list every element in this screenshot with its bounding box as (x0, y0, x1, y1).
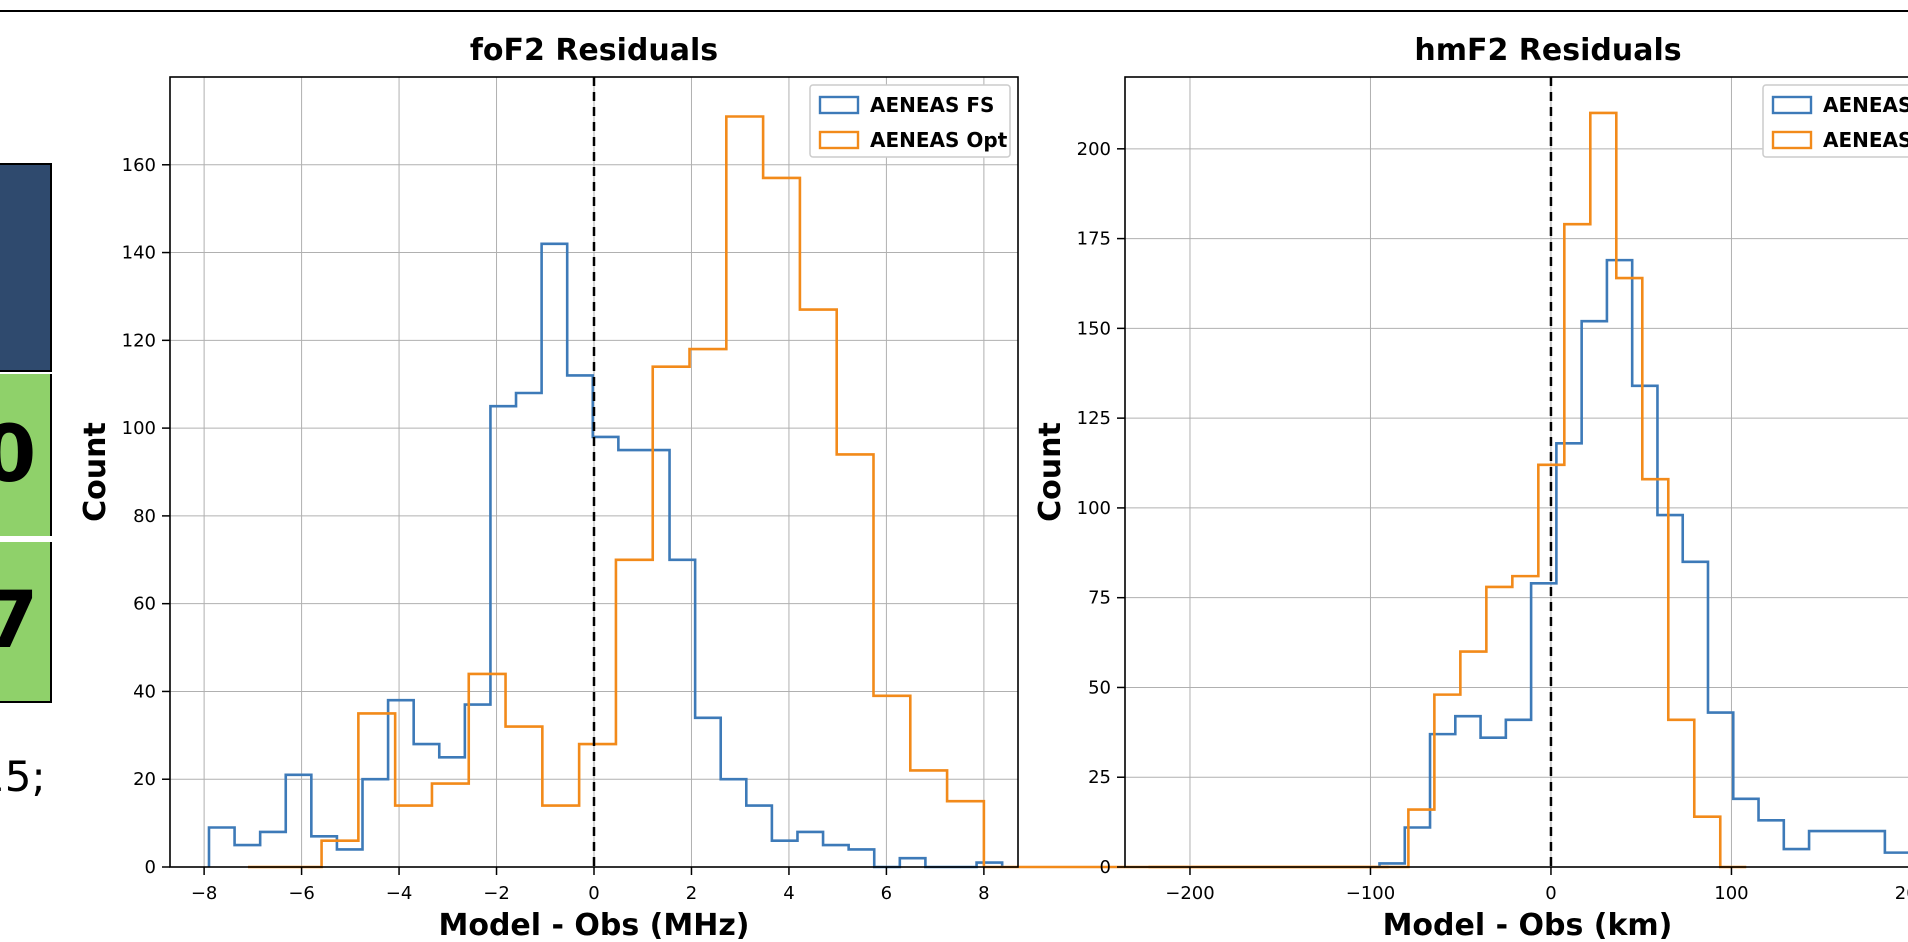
chart1-legend-label-fs: AENEAS FS (870, 93, 994, 117)
chart1-legend-label-opt: AENEAS Opt (870, 128, 1008, 152)
chart2-title: hmF2 Residuals (1414, 33, 1681, 68)
left-table-fragment: 0 7 (0, 163, 52, 703)
chart2-legend-label-fs: AENEAS FS (1823, 93, 1908, 117)
table-cell-dark (0, 163, 52, 372)
table-value-middle: 0 (0, 410, 37, 500)
chart1-y-tick-label: 0 (145, 857, 156, 878)
chart1-x-tick-label: −6 (288, 883, 315, 904)
chart1-y-axis-label: Count (78, 422, 113, 522)
chart2-y-tick-label: 75 (1088, 588, 1111, 609)
chart1-y-tick-label: 80 (133, 506, 156, 527)
chart1-y-tick-label: 40 (133, 681, 156, 702)
chart2-plot-frame (1124, 76, 1908, 868)
chart2-legend-box (1762, 84, 1908, 158)
top-frame-line (0, 10, 1908, 12)
chart2-legend-swatch-fs (1771, 95, 1813, 115)
chart2-y-tick-label: 100 (1077, 498, 1111, 519)
table-value-bottom: 7 (0, 576, 39, 666)
chart2-y-tick-label: 200 (1077, 139, 1111, 160)
chart1-y-tick-label: 120 (122, 330, 156, 351)
chart2-x-tick-label: 100 (1714, 883, 1748, 904)
chart1-y-tick-label: 20 (133, 769, 156, 790)
chart2-y-tick-label: 175 (1077, 229, 1111, 250)
chart2-y-tick-label: 150 (1077, 318, 1111, 339)
chart1-x-tick-label: 8 (978, 883, 989, 904)
chart1-x-tick-label: −8 (191, 883, 218, 904)
chart1-y-tick-label: 140 (122, 243, 156, 264)
chart2-x-tick-label: 200 (1895, 883, 1908, 904)
chart1-series-opt-histogram (247, 115, 1389, 869)
chart2-x-tick-label: 0 (1545, 883, 1556, 904)
chart1-x-tick-label: 0 (588, 883, 599, 904)
chart2-x-tick-label: −200 (1165, 883, 1214, 904)
chart2-y-tick-label: 25 (1088, 767, 1111, 788)
chart2-x-axis-label: Model - Obs (km) (1383, 908, 1673, 942)
chart1-y-tick-label: 160 (122, 155, 156, 176)
chart1-legend-swatch-fs (818, 95, 860, 115)
chart2-y-axis-label: Count (1033, 422, 1068, 522)
chart2-y-tick-label: 125 (1077, 408, 1111, 429)
chart1-legend-box (809, 84, 1011, 158)
chart2-y-tick-label: 50 (1088, 677, 1111, 698)
chart1-series-fs-histogram (207, 242, 1004, 869)
chart1-y-tick-label: 100 (122, 418, 156, 439)
chart1-y-tick-label: 60 (133, 594, 156, 615)
chart2-series-fs-histogram (1378, 258, 1908, 867)
table-cell-green-middle: 0 (0, 374, 52, 536)
chart1-x-tick-label: −2 (483, 883, 510, 904)
chart1-x-axis-label: Model - Obs (MHz) (438, 908, 749, 942)
chart1-x-tick-label: 6 (881, 883, 892, 904)
chart2-x-tick-label: −100 (1346, 883, 1395, 904)
chart1-x-tick-label: −4 (386, 883, 413, 904)
chart1-x-tick-label: 4 (783, 883, 794, 904)
chart1-title: foF2 Residuals (470, 33, 718, 68)
chart1-x-tick-label: 2 (686, 883, 697, 904)
chart1-legend-swatch-opt (818, 130, 860, 150)
chart2-legend-swatch-opt (1771, 130, 1813, 150)
chart2-y-tick-label: 0 (1100, 857, 1111, 878)
table-cell-green-bottom: 7 (0, 542, 52, 703)
caption-fragment: 15; (0, 752, 46, 801)
chart2-legend-label-opt: AENEAS Opt (1823, 128, 1908, 152)
